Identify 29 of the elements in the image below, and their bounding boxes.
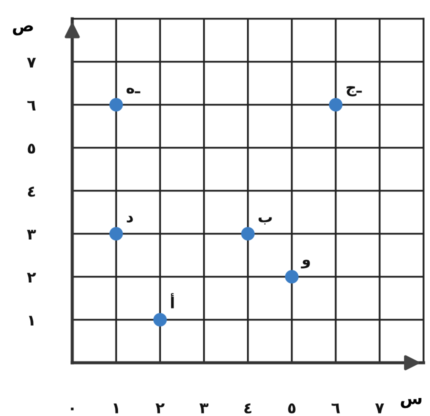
y-tick-label: ٢ [26, 272, 36, 283]
x-tick-label: ١ [114, 404, 118, 414]
annotation: هـ [126, 88, 140, 94]
x-tick-label: ٤ [244, 403, 252, 414]
x-tick-label: ٠ [70, 408, 74, 410]
x-tick-label: ٧ [375, 404, 384, 414]
annotation: د [126, 216, 133, 223]
point [328, 98, 342, 112]
x-tick-label: ٢ [156, 404, 165, 414]
y-tick-label: ٥ [28, 144, 36, 154]
x-axis-title: س [400, 398, 422, 408]
y-tick-label: ٦ [27, 100, 36, 111]
y-tick-label: ١ [28, 316, 34, 326]
annotation: و [300, 260, 310, 268]
y-tick-label: ٣ [26, 230, 36, 240]
point [285, 270, 299, 284]
point [109, 98, 123, 112]
annotation: أ [170, 293, 174, 308]
y-tick-label: ٧ [27, 58, 36, 68]
x-tick-label: ٦ [332, 404, 340, 414]
x-tick-label: ٣ [200, 404, 208, 414]
annotation: ب [258, 217, 272, 225]
x-tick-label: ٥ [288, 403, 296, 414]
y-axis-title: ص [12, 25, 33, 36]
y-tick-label: ٤ [28, 186, 35, 197]
point [241, 226, 255, 241]
annotation: جـ [346, 86, 362, 96]
point [153, 312, 167, 327]
point [109, 226, 123, 241]
